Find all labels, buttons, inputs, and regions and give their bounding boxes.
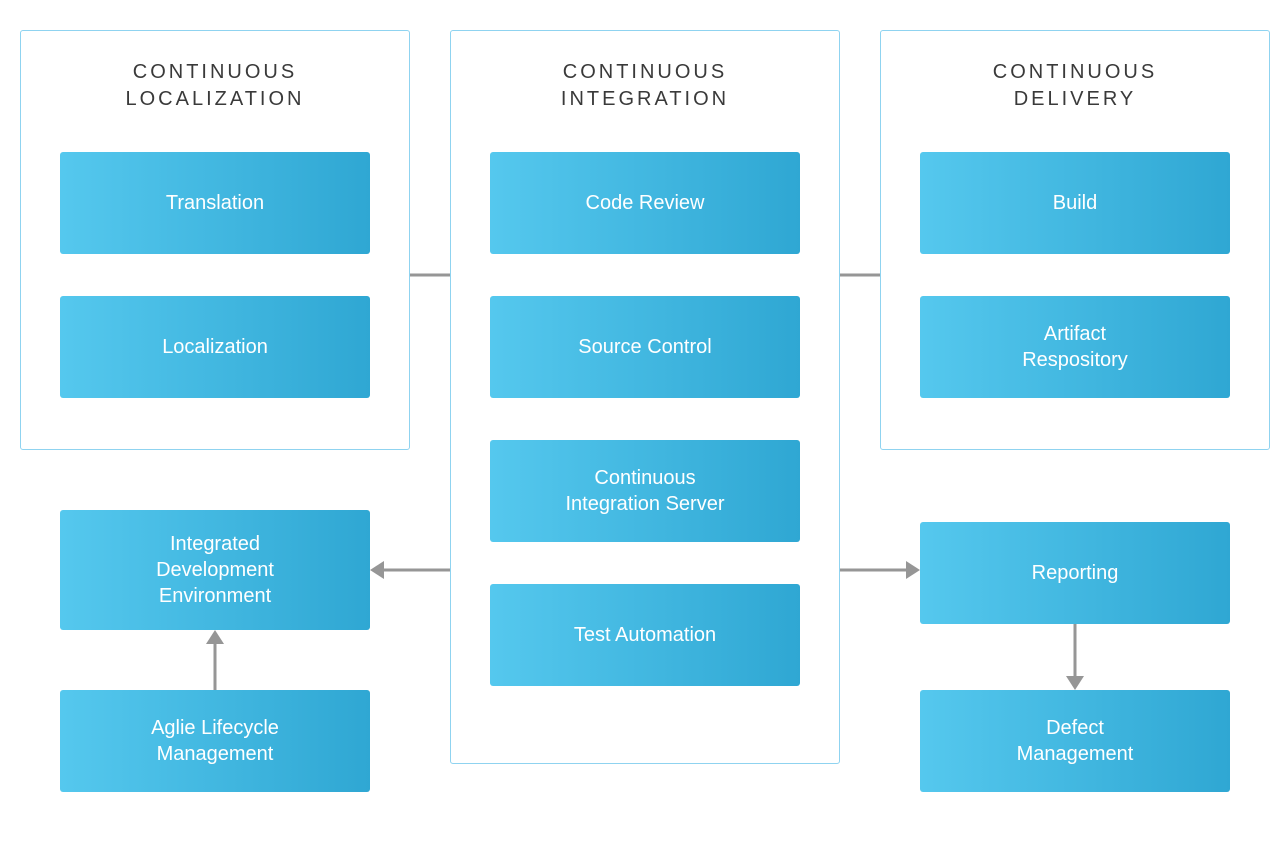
node-ci-server: Continuous Integration Server — [490, 440, 800, 542]
node-translation: Translation — [60, 152, 370, 254]
edge-rep-def — [1066, 624, 1084, 690]
node-test-auto: Test Automation — [490, 584, 800, 686]
panel-integration-title: CONTINUOUS INTEGRATION — [451, 59, 839, 113]
edge-agile-ide — [206, 630, 224, 690]
node-build: Build — [920, 152, 1230, 254]
node-localization: Localization — [60, 296, 370, 398]
node-reporting: Reporting — [920, 522, 1230, 624]
node-defect: Defect Management — [920, 690, 1230, 792]
panel-localization-title: CONTINUOUS LOCALIZATION — [21, 59, 409, 113]
node-artifact: Artifact Respository — [920, 296, 1230, 398]
node-ide: Integrated Development Environment — [60, 510, 370, 630]
node-code-review: Code Review — [490, 152, 800, 254]
panel-delivery-title: CONTINUOUS DELIVERY — [881, 59, 1269, 113]
diagram-canvas: CONTINUOUS LOCALIZATION CONTINUOUS INTEGR… — [0, 0, 1288, 846]
node-source-control: Source Control — [490, 296, 800, 398]
node-agile: Aglie Lifecycle Management — [60, 690, 370, 792]
